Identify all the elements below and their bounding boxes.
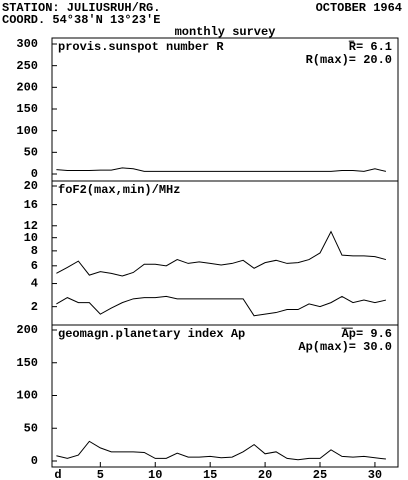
max-label: R(max)= 20.0	[306, 53, 392, 67]
mean-label: Ap= 9.6	[342, 327, 392, 341]
series-line	[56, 230, 387, 277]
y-tick-label: 50	[24, 421, 38, 435]
y-tick-label: 250	[16, 59, 38, 73]
y-tick-label: 10	[24, 231, 38, 245]
y-tick-label: 20	[24, 179, 38, 193]
series-line	[56, 440, 386, 461]
series-line	[56, 167, 387, 172]
y-tick-label: 200	[16, 81, 38, 95]
x-tick-label: 5	[97, 468, 104, 480]
panel-title: foF2(max,min)/MHz	[58, 183, 180, 197]
max-label: Ap(max)= 30.0	[298, 340, 392, 354]
x-tick-label: 15	[203, 468, 217, 480]
x-tick-label: 25	[313, 468, 327, 480]
y-tick-label: 150	[16, 102, 38, 116]
panel-frame	[51, 180, 399, 326]
x-label: d	[54, 468, 61, 480]
y-tick-label: 100	[16, 389, 38, 403]
x-tick-label: 10	[148, 468, 162, 480]
y-tick-label: 200	[16, 323, 38, 337]
y-tick-label: 2	[31, 300, 38, 314]
y-tick-label: 12	[24, 219, 38, 233]
x-tick-label: 30	[368, 468, 382, 480]
coord: COORD. 54°38'N 13°23'E	[2, 13, 160, 27]
mean-label: R= 6.1	[349, 40, 392, 54]
series-line	[56, 295, 387, 317]
y-tick-label: 150	[16, 356, 38, 370]
y-tick-label: 300	[16, 37, 38, 51]
y-tick-label: 8	[31, 244, 38, 258]
y-tick-label: 100	[16, 124, 38, 138]
panel-title: geomagn.planetary index Ap	[58, 327, 245, 341]
y-tick-label: 16	[24, 198, 38, 212]
y-tick-label: 6	[31, 259, 38, 273]
y-tick-label: 0	[31, 454, 38, 468]
y-tick-label: 4	[31, 277, 38, 291]
subtitle: monthly survey	[175, 25, 276, 39]
y-tick-label: 0	[31, 167, 38, 181]
month: OCTOBER 1964	[316, 1, 402, 15]
panel-title: provis.sunspot number R	[58, 40, 224, 54]
y-tick-label: 50	[24, 146, 38, 160]
x-tick-label: 20	[258, 468, 272, 480]
station: STATION: JULIUSRUH/RG.	[2, 1, 160, 15]
